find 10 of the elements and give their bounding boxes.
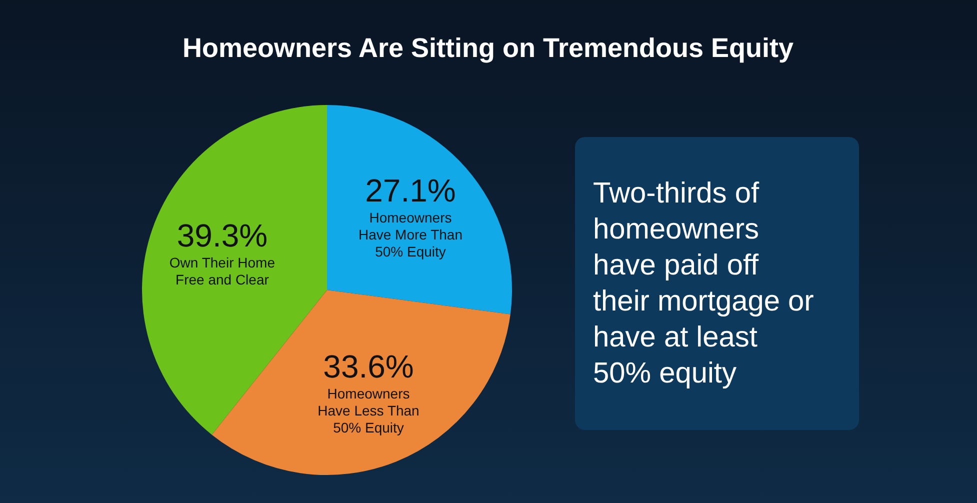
pie-slice <box>327 105 512 314</box>
slice-label: Homeowners Have More Than 50% Equity <box>358 209 462 260</box>
data-label: 33.6% <box>323 348 414 384</box>
chart-title: Homeowners Are Sitting on Tremendous Equity <box>182 33 794 63</box>
slice-label: Homeowners Have Less Than 50% Equity <box>318 385 420 436</box>
data-label: 39.3% <box>176 217 268 254</box>
text: Two-thirds of homeowners have paid off their mortgage or have at least 50% equity <box>593 178 814 390</box>
slice-label: Own Their Home Free and Clear <box>169 254 276 288</box>
data-label: 27.1% <box>365 172 456 208</box>
pie-slice <box>212 290 510 475</box>
